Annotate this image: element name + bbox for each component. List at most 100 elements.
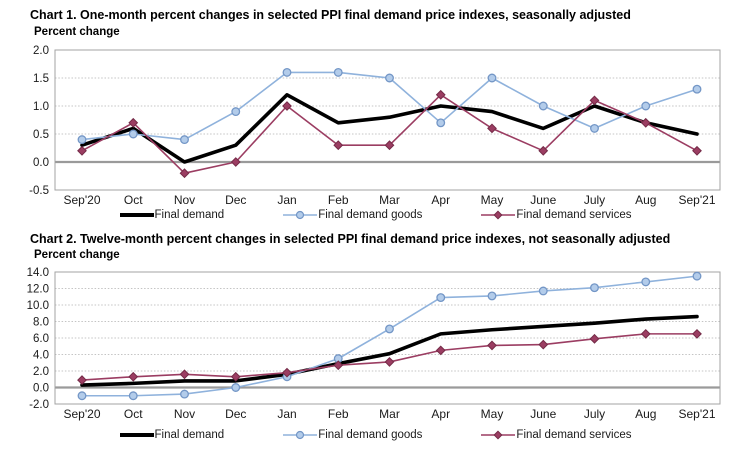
x-axis-tick-label: Mar: [379, 407, 400, 421]
marker-final-demand-services: [487, 123, 497, 134]
y-axis-tick-label: 1.5: [33, 73, 49, 85]
y-axis-tick-label: 0.0: [33, 157, 49, 169]
legend-label: Final demand: [154, 209, 225, 221]
marker-final-demand-goods: [436, 118, 446, 128]
marker-final-demand-goods: [180, 389, 189, 399]
legend-circle-marker: [296, 210, 305, 220]
marker-final-demand-goods: [333, 67, 343, 77]
marker-final-demand-goods: [385, 324, 394, 334]
marker-final-demand-goods: [538, 101, 548, 111]
legend-swatch-final-demand: [119, 213, 154, 217]
legend-swatch-final-demand: [119, 433, 154, 437]
marker-final-demand-goods: [385, 73, 394, 83]
x-axis-tick-label: Mar: [379, 193, 400, 207]
x-axis-tick-label: Apr: [431, 193, 450, 207]
plot-frame: [54, 271, 721, 405]
x-axis-tick-label: June: [530, 407, 556, 421]
marker-final-demand-goods: [641, 101, 651, 111]
marker-final-demand-goods: [487, 291, 497, 301]
x-axis-tick-label: Nov: [174, 193, 195, 207]
marker-final-demand-services: [179, 369, 190, 380]
chart2-title: Chart 2. Twelve-month percent changes in…: [30, 232, 671, 246]
marker-final-demand-services: [128, 371, 139, 382]
marker-final-demand-goods: [692, 84, 702, 94]
marker-final-demand-goods: [231, 107, 241, 117]
x-axis-tick-label: July: [584, 407, 605, 421]
marker-final-demand-services: [333, 140, 344, 151]
marker-final-demand-services: [589, 333, 600, 344]
legend-label: Final demand services: [516, 429, 632, 441]
y-axis-tick-label: 2.0: [33, 45, 49, 57]
series-line-final-demand-goods: [81, 275, 698, 397]
marker-final-demand-services: [179, 168, 190, 179]
x-axis-tick-label: Jan: [277, 193, 296, 207]
y-axis-tick-label: 12.0: [27, 284, 49, 296]
legend-swatch-final-demand-goods: [283, 430, 318, 440]
marker-final-demand-services: [282, 367, 292, 378]
y-axis-tick-label: 6.0: [33, 333, 49, 345]
x-axis-tick-label: Oct: [124, 193, 143, 207]
marker-final-demand-services: [384, 357, 395, 367]
x-axis-tick-label: Feb: [328, 193, 349, 207]
legend-diamond-marker: [493, 430, 503, 440]
legend-diamond-marker: [493, 210, 503, 220]
y-axis-tick-label: -0.5: [29, 185, 49, 197]
chart1-unit-label: Percent change: [34, 26, 120, 38]
x-axis-tick-label: Aug: [635, 407, 656, 421]
marker-final-demand-services: [589, 95, 600, 106]
y-axis-tick-label: 10.0: [27, 300, 49, 312]
legend-swatch-final-demand-services: [481, 430, 516, 440]
y-axis-tick-label: 8.0: [33, 317, 49, 329]
x-axis-tick-label: May: [481, 407, 504, 421]
legend-entry-final-demand-goods: Final demand goods: [282, 209, 422, 221]
x-axis-tick-label: Sep'21: [679, 193, 716, 207]
series-line-final-demand: [80, 314, 699, 387]
marker-final-demand-goods: [538, 286, 548, 296]
x-axis-tick-label: Dec: [225, 407, 246, 421]
legend-label: Final demand: [154, 429, 225, 441]
x-axis-tick-label: June: [530, 193, 556, 207]
marker-final-demand-services: [230, 157, 241, 167]
y-axis-tick-label: 2.0: [33, 366, 49, 378]
marker-final-demand-goods: [590, 283, 599, 293]
y-axis-tick-label: 4.0: [33, 350, 49, 362]
marker-final-demand-goods: [128, 129, 138, 139]
marker-final-demand-goods: [180, 135, 189, 145]
legend-label: Final demand services: [516, 209, 632, 221]
legend-label: Final demand goods: [318, 429, 423, 441]
x-axis-tick-label: Oct: [124, 407, 143, 421]
marker-final-demand-services: [128, 117, 139, 128]
marker-final-demand-goods: [692, 271, 702, 281]
marker-final-demand-services: [384, 140, 395, 151]
chart2-unit-label: Percent change: [34, 249, 120, 261]
plot-frame: [54, 49, 721, 191]
marker-final-demand-goods: [77, 391, 87, 401]
x-axis-tick-label: Sep'21: [679, 407, 716, 421]
marker-final-demand-goods: [77, 135, 87, 145]
x-axis-tick-label: Aug: [635, 193, 656, 207]
marker-final-demand-services: [282, 101, 292, 111]
marker-final-demand-goods: [487, 73, 497, 83]
marker-final-demand-services: [77, 145, 87, 156]
y-axis-tick-label: 14.0: [27, 267, 49, 279]
y-axis-tick-label: 0.5: [33, 129, 49, 141]
x-axis-tick-label: Apr: [431, 407, 450, 421]
chart1-legend: Final demand Final demand goods Final dema…: [0, 209, 750, 221]
marker-final-demand-goods: [641, 277, 651, 287]
legend-label: Final demand goods: [318, 209, 423, 221]
marker-final-demand-services: [538, 339, 549, 350]
marker-final-demand-services: [538, 145, 549, 156]
marker-final-demand-services: [230, 371, 241, 382]
marker-final-demand-services: [333, 360, 344, 371]
legend-swatch-final-demand-services: [481, 210, 516, 220]
marker-final-demand-services: [435, 89, 446, 100]
chart2-plot-area: 14.0 12.0 10.0 8.0 6.0 4.0 2.0 0.0 -2.0 Sep'20 Oct…: [27, 267, 721, 421]
chart1-title: Chart 1. One-month percent changes in se…: [30, 8, 631, 22]
marker-final-demand-services: [692, 145, 702, 156]
marker-final-demand-services: [640, 328, 651, 339]
legend-entry-final-demand-goods: Final demand goods: [282, 429, 422, 441]
legend-entry-final-demand: Final demand: [119, 209, 225, 221]
marker-final-demand-goods: [436, 293, 446, 303]
y-axis-tick-label: -2.0: [29, 399, 49, 411]
x-axis-tick-label: Sep'20: [64, 193, 101, 207]
